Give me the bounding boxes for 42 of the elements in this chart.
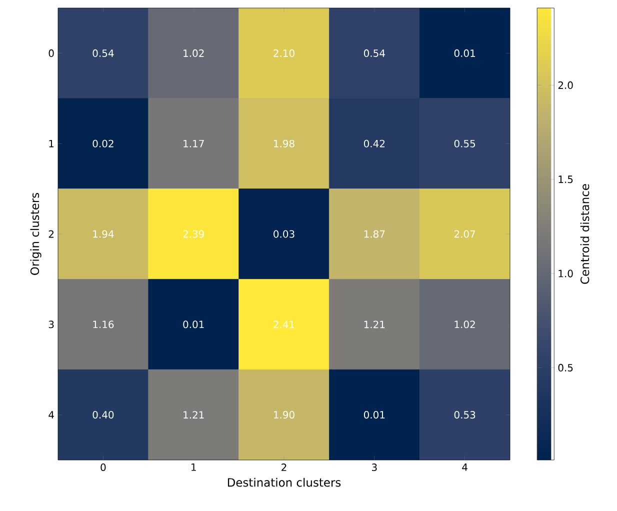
data-label: 1.21 xyxy=(364,320,385,328)
data-label: 1.21 xyxy=(184,411,204,419)
data-label: 0.53 xyxy=(454,411,476,419)
data-label: 1.02 xyxy=(184,49,204,57)
y-tick-label: 1 xyxy=(49,140,54,148)
data-label: 0.54 xyxy=(364,49,385,57)
color-bar-label: 2.0 xyxy=(558,81,573,89)
data-label: 0.01 xyxy=(183,320,204,328)
y-tick-label: 0 xyxy=(48,49,54,57)
data-label: 2.10 xyxy=(274,49,294,57)
x-tick-label: 1 xyxy=(192,464,196,471)
data-label: 0.01 xyxy=(454,49,475,57)
data-label: 0.40 xyxy=(92,411,114,419)
data-label: 1.17 xyxy=(184,140,204,148)
x-axis-title: Destination clusters xyxy=(228,478,341,487)
color-bar-title: Centroid distance xyxy=(580,184,590,284)
data-label: 2.07 xyxy=(454,230,476,238)
data-label: 0.03 xyxy=(274,230,294,238)
data-label: 0.42 xyxy=(364,140,384,148)
data-label: 1.90 xyxy=(274,411,294,419)
data-label: 0.01 xyxy=(364,411,385,419)
y-tick-label: 3 xyxy=(48,320,54,328)
y-tick-label: 4 xyxy=(48,411,54,418)
color-bar-label: 1.0 xyxy=(558,270,573,278)
data-label: 0.54 xyxy=(92,49,114,57)
data-label: 0.55 xyxy=(454,140,476,148)
x-tick-label: 2 xyxy=(282,464,286,471)
x-tick-label: 3 xyxy=(372,464,377,472)
x-tick-label: 0 xyxy=(100,464,106,472)
data-label: 2.39 xyxy=(183,230,204,238)
color-bar-label: 1.5 xyxy=(558,176,573,184)
color-bar-label: 0.5 xyxy=(558,364,573,372)
data-label: 0.02 xyxy=(92,140,114,148)
x-tick-label: 4 xyxy=(462,464,468,471)
data-label: 1.94 xyxy=(93,230,114,238)
y-axis-title: Origin clusters xyxy=(30,192,42,275)
data-label: 2.41 xyxy=(274,320,294,328)
data-label: 1.98 xyxy=(274,140,294,148)
data-label: 1.16 xyxy=(93,320,114,328)
y-tick-label: 2 xyxy=(48,230,54,238)
data-label: 1.87 xyxy=(364,230,385,238)
data-label: 1.02 xyxy=(454,320,475,328)
